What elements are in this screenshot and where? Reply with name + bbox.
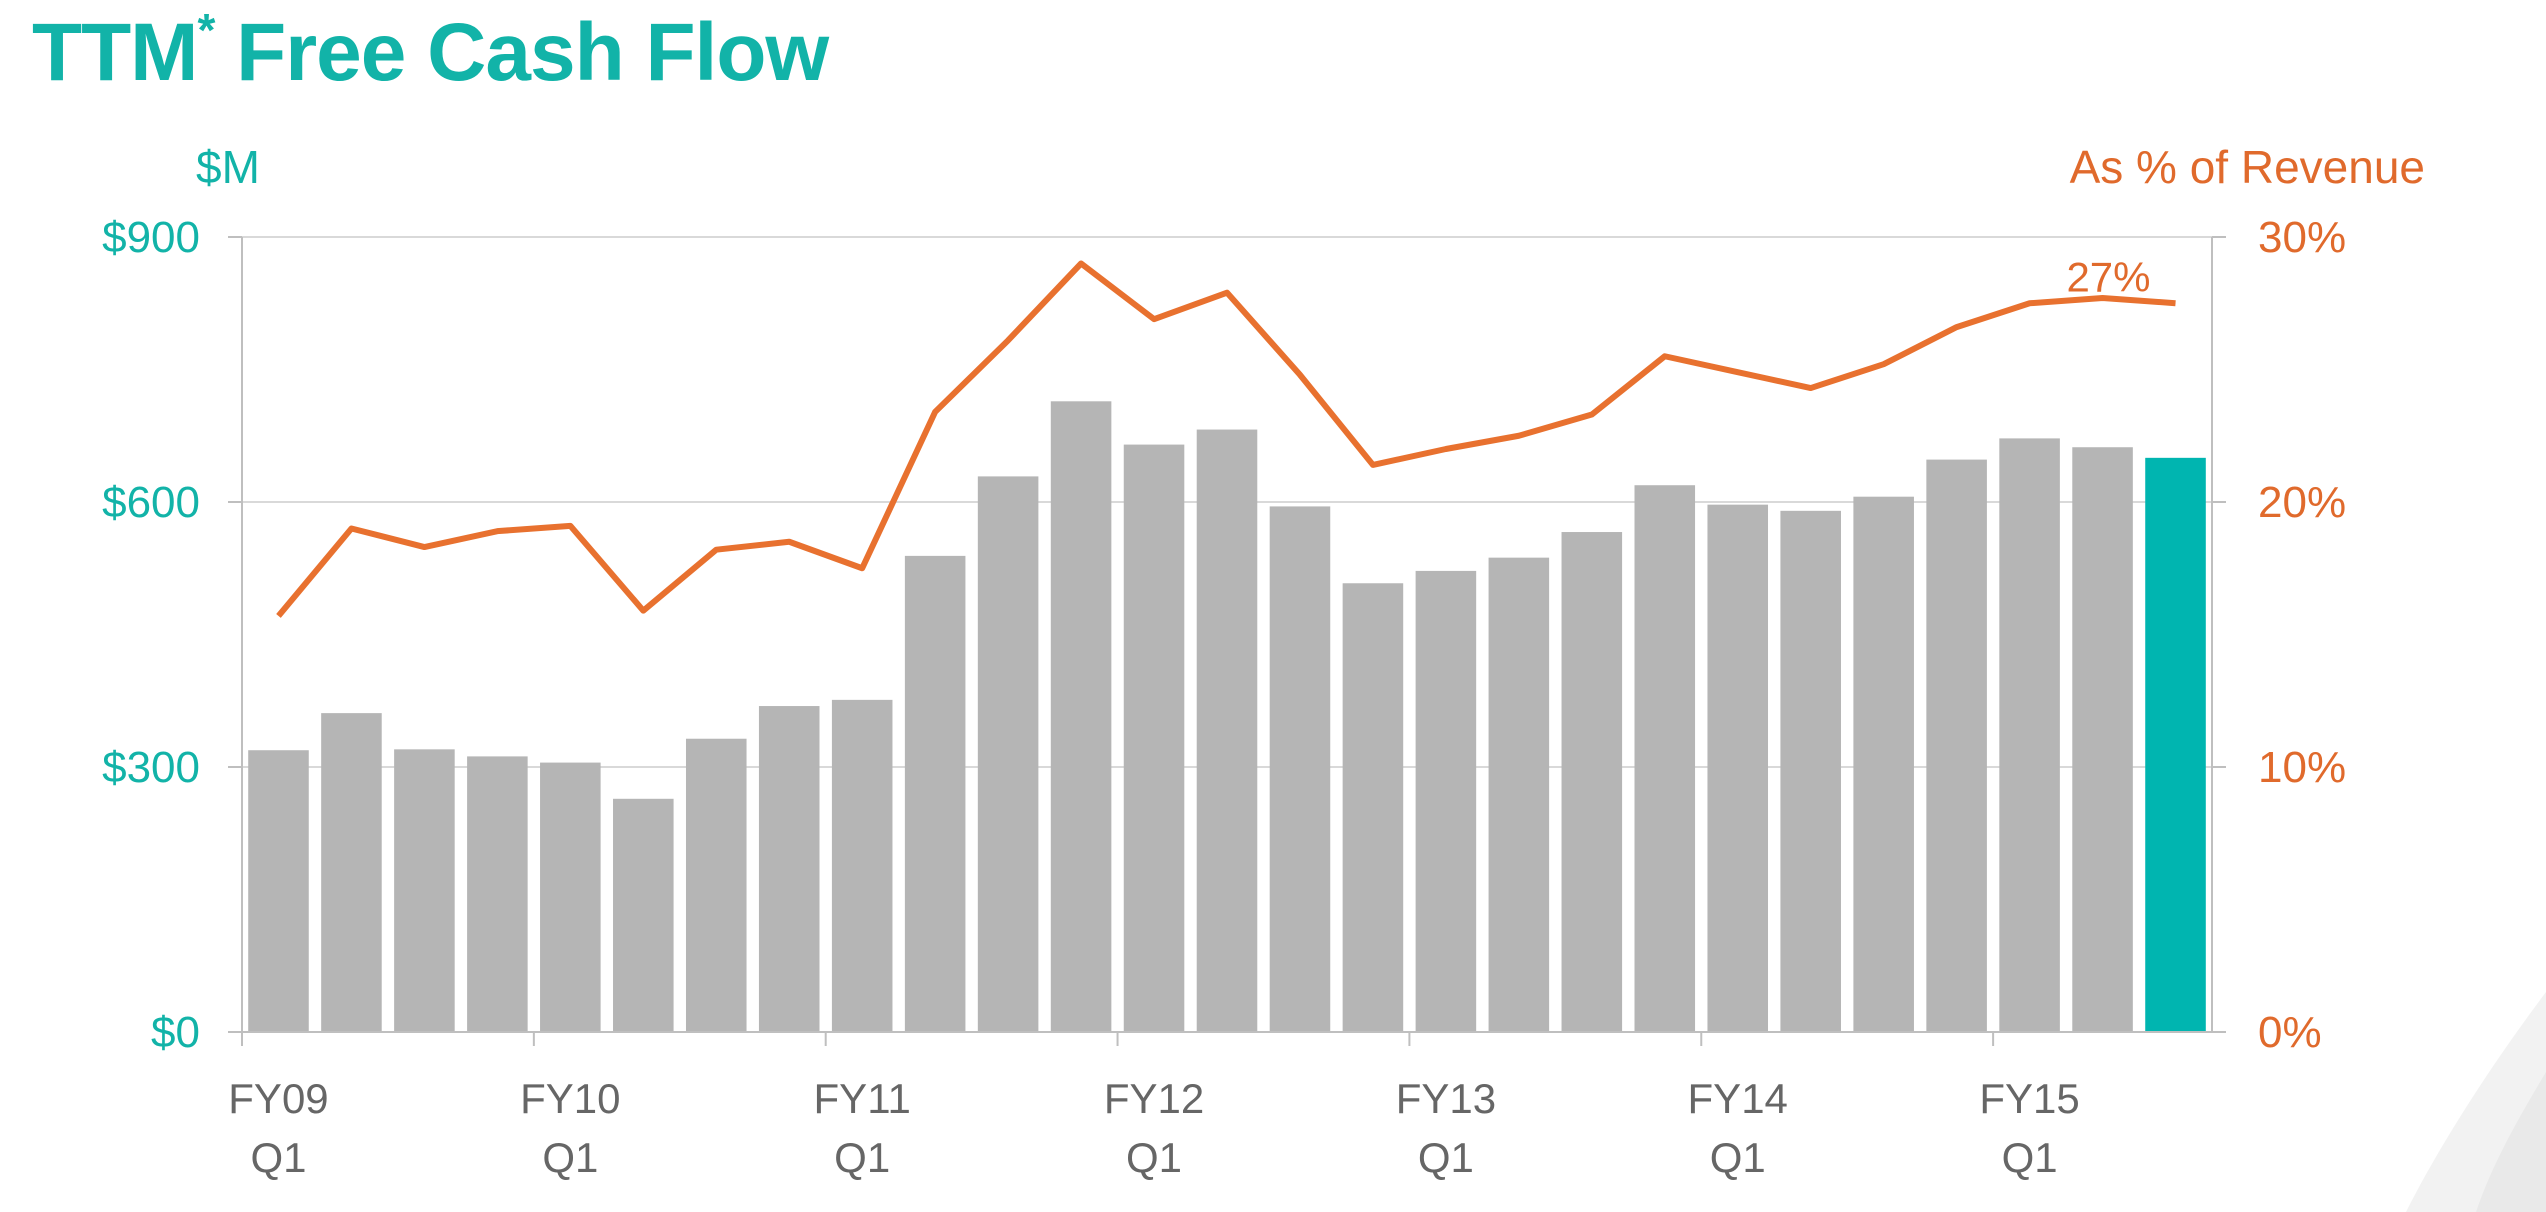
- title-asterisk: *: [197, 3, 215, 56]
- axis-labels: 27% $900 $600 $300 $0 30% 20% 10% 0% $M As % of Re…: [102, 141, 2425, 1181]
- x-tick-label-fy: FY11: [814, 1075, 911, 1122]
- x-tick-label-q: Q1: [2002, 1134, 2058, 1181]
- bar: [1634, 485, 1696, 1032]
- x-tick-label-fy: FY10: [520, 1075, 620, 1122]
- left-tick-label: $900: [102, 213, 200, 262]
- bar: [540, 762, 601, 1032]
- x-tick-label-q: Q1: [1418, 1134, 1474, 1181]
- x-tick-label-fy: FY12: [1104, 1075, 1204, 1122]
- bar: [1926, 459, 1987, 1033]
- bar: [831, 699, 893, 1032]
- x-tick-label-q: Q1: [834, 1134, 890, 1181]
- right-tick-label: 20%: [2258, 478, 2346, 527]
- bar: [394, 749, 455, 1032]
- x-tick-label-fy: FY09: [228, 1075, 328, 1122]
- right-tick-label: 0%: [2258, 1008, 2322, 1057]
- left-tick-label: $600: [102, 478, 200, 527]
- line-series: [276, 260, 2176, 618]
- bar: [1561, 532, 1623, 1032]
- bar: [321, 713, 382, 1032]
- bar: [1123, 444, 1185, 1032]
- chart-title: TTM* Free Cash Flow: [32, 3, 829, 100]
- bar: [1342, 583, 1404, 1032]
- right-tick-label: 10%: [2258, 743, 2346, 792]
- axes: [228, 236, 2226, 1046]
- x-tick-label-q: Q1: [1710, 1134, 1766, 1181]
- bar: [1853, 496, 1914, 1032]
- bar: [1780, 510, 1841, 1032]
- bar-highlight: [2145, 457, 2206, 1032]
- x-tick-label-fy: FY13: [1396, 1075, 1496, 1122]
- bar: [1415, 570, 1477, 1032]
- x-tick-label-fy: FY14: [1688, 1075, 1788, 1122]
- bar: [248, 750, 309, 1032]
- bar: [613, 798, 674, 1032]
- bar: [1196, 429, 1258, 1033]
- bar: [1707, 504, 1769, 1032]
- bar: [467, 756, 528, 1032]
- bar: [758, 706, 820, 1032]
- title-main: TTM: [32, 7, 198, 98]
- x-tick-label-q: Q1: [250, 1134, 306, 1181]
- bar: [977, 476, 1039, 1033]
- left-tick-label: $300: [102, 743, 200, 792]
- right-tick-label: 30%: [2258, 213, 2346, 262]
- bar: [904, 555, 966, 1032]
- bar: [2072, 447, 2133, 1032]
- bar: [1050, 401, 1112, 1032]
- bar: [1269, 506, 1331, 1033]
- x-tick-label-fy: FY15: [1979, 1075, 2079, 1122]
- x-tick-label-q: Q1: [542, 1134, 598, 1181]
- left-axis-title: $M: [196, 141, 260, 193]
- bar-series: [248, 401, 2206, 1033]
- x-tick-label-q: Q1: [1126, 1134, 1182, 1181]
- bar: [1999, 438, 2060, 1032]
- bar: [685, 738, 747, 1032]
- background-swoosh: [2406, 992, 2546, 1212]
- bar: [1488, 557, 1550, 1032]
- title-rest: Free Cash Flow: [214, 7, 829, 98]
- right-axis-title: As % of Revenue: [2070, 141, 2425, 193]
- line-end-label: 27%: [2066, 253, 2150, 300]
- left-tick-label: $0: [151, 1008, 200, 1057]
